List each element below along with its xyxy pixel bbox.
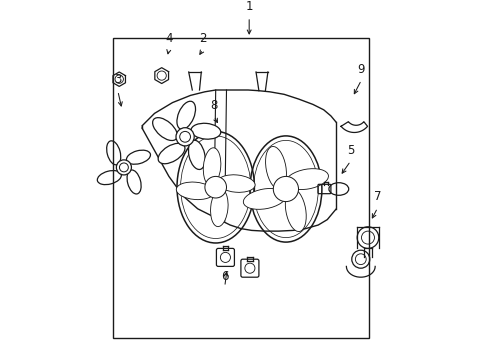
Ellipse shape	[106, 141, 121, 165]
Ellipse shape	[126, 150, 150, 164]
Ellipse shape	[203, 148, 221, 185]
Circle shape	[119, 163, 128, 172]
Circle shape	[176, 128, 194, 146]
Ellipse shape	[285, 189, 305, 231]
Text: 5: 5	[346, 144, 354, 157]
Circle shape	[273, 176, 298, 202]
Text: 7: 7	[373, 190, 381, 203]
Ellipse shape	[265, 147, 286, 189]
Text: 4: 4	[165, 32, 172, 45]
Ellipse shape	[176, 182, 214, 199]
Text: 1: 1	[245, 0, 252, 13]
Ellipse shape	[127, 170, 141, 194]
Ellipse shape	[210, 189, 227, 226]
Text: 3: 3	[114, 73, 121, 86]
Text: 2: 2	[199, 32, 206, 45]
Ellipse shape	[217, 175, 255, 192]
Ellipse shape	[177, 101, 195, 129]
Ellipse shape	[285, 169, 328, 190]
Text: 9: 9	[357, 63, 365, 76]
Ellipse shape	[97, 171, 121, 185]
Ellipse shape	[188, 140, 205, 170]
Ellipse shape	[152, 118, 177, 140]
Ellipse shape	[191, 123, 220, 139]
Text: 6: 6	[221, 270, 228, 283]
Ellipse shape	[158, 143, 184, 164]
Circle shape	[116, 160, 131, 175]
Bar	[113, 38, 368, 338]
Text: 8: 8	[210, 99, 217, 112]
Circle shape	[180, 131, 190, 142]
Circle shape	[204, 176, 226, 198]
Ellipse shape	[243, 188, 285, 209]
